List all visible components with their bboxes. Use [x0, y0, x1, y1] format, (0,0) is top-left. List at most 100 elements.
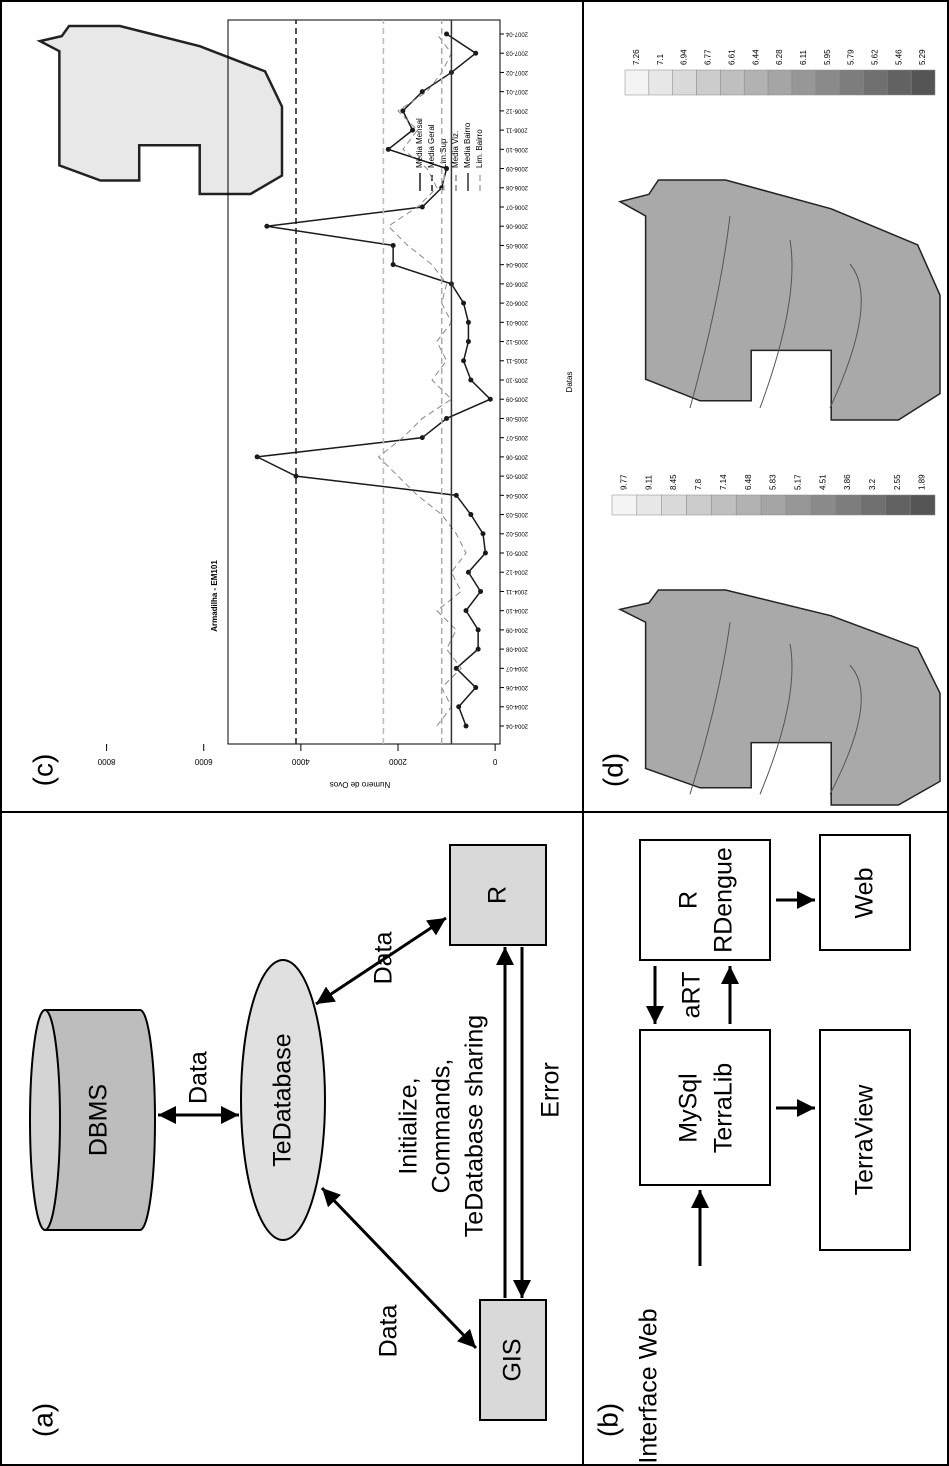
- data-point: [475, 646, 481, 652]
- colorbar-segment: [696, 69, 721, 96]
- data-point: [463, 608, 469, 614]
- x-tick-label: 2005-09: [505, 396, 528, 402]
- link-label: aRT: [678, 972, 706, 1019]
- contour: [689, 215, 731, 409]
- data-point: [473, 50, 479, 56]
- gis-node: [479, 1299, 547, 1421]
- colorbar-segment: [711, 494, 737, 516]
- data-point: [293, 473, 299, 479]
- contour: [689, 622, 731, 795]
- data-point: [390, 242, 396, 248]
- node-label: Web: [851, 868, 879, 919]
- x-tick-label: 2006-04: [505, 261, 528, 267]
- arrow: [315, 916, 447, 1006]
- x-tick-label: 2007-03: [505, 50, 528, 56]
- colorbar-segment: [760, 494, 787, 516]
- colorbar-label: 7.8: [694, 478, 703, 490]
- colorbar-segment: [863, 69, 888, 96]
- colorbar-segment: [672, 69, 697, 96]
- data-point: [264, 223, 270, 229]
- colorbar-label: 5.83: [769, 474, 778, 490]
- colorbar-segment: [767, 69, 793, 96]
- dbms-cylinder-top: [29, 1009, 61, 1231]
- data-point: [390, 262, 396, 268]
- colorbar-label: 6.48: [744, 474, 753, 490]
- data-point: [456, 704, 462, 710]
- y-tick-label: 4000: [291, 757, 309, 766]
- colorbar-segment: [887, 69, 912, 96]
- colorbar-label: 6.11: [799, 49, 808, 65]
- data-point: [444, 166, 450, 172]
- contour: [829, 664, 862, 795]
- colorbar-segment: [910, 69, 936, 96]
- data-point: [419, 435, 425, 441]
- colorbar-segment: [785, 494, 812, 516]
- x-tick-label: 2006-02: [505, 300, 528, 306]
- surface-map: [617, 589, 941, 806]
- x-tick-label: 2005-03: [505, 511, 528, 517]
- colorbar-segment: [735, 494, 762, 516]
- colorbar-segment: [743, 69, 769, 96]
- colorbar-label: 6.77: [704, 49, 713, 65]
- colorbar-segment: [648, 69, 673, 96]
- x-tick-label: 2006-05: [505, 242, 528, 248]
- x-tick-label: 2005-10: [505, 376, 528, 382]
- colorbar-label: 7.14: [719, 474, 728, 490]
- surface-map: [617, 179, 941, 421]
- x-tick-label: 2005-07: [505, 434, 528, 440]
- edge-label: Data: [185, 1051, 213, 1104]
- x-tick-label: 2007-02: [505, 69, 528, 75]
- data-point: [400, 108, 406, 114]
- contour: [829, 263, 862, 409]
- y-tick-label: 2000: [389, 757, 407, 766]
- legend-label: Lim.Sup: [439, 138, 448, 168]
- data-point: [419, 89, 425, 95]
- x-tick-label: 2005-11: [505, 357, 527, 363]
- colorbar-label: 5.95: [823, 49, 832, 65]
- data-point: [453, 492, 459, 498]
- data-line: [377, 33, 467, 727]
- colorbar-segment: [839, 69, 864, 96]
- data-point: [444, 31, 450, 37]
- legend-label: Media Viz.: [451, 131, 460, 168]
- colorbar-segment: [686, 494, 712, 516]
- data-point: [465, 319, 471, 325]
- data-point: [385, 146, 391, 152]
- colorbar-segment: [885, 494, 911, 516]
- legend-label: Lim. Bairro: [475, 129, 484, 168]
- x-tick-label: 2004-04: [505, 722, 528, 728]
- x-tick-label: 2007-01: [505, 88, 528, 94]
- legend-label: Media Bairro: [463, 122, 472, 168]
- node-label: GIS: [499, 1338, 527, 1381]
- data-point: [410, 127, 416, 133]
- colorbar-segment: [720, 69, 745, 96]
- colorbar-label: 5.79: [847, 49, 856, 65]
- mysql-node: [639, 1029, 771, 1186]
- x-tick-label: 2004-06: [505, 684, 528, 690]
- x-tick-label: 2006-08: [505, 184, 528, 190]
- dbms-cylinder: [45, 1009, 156, 1231]
- colorbar-label: 4.51: [818, 474, 827, 490]
- data-point: [254, 454, 260, 460]
- panel-label: (a): [27, 1403, 58, 1437]
- colorbar-label: 6.28: [775, 49, 784, 65]
- colorbar-segment: [661, 494, 687, 516]
- x-tick-label: 2004-12: [505, 569, 528, 575]
- data-point: [444, 415, 450, 421]
- contour: [759, 643, 793, 795]
- data-point: [482, 550, 488, 556]
- data-point: [478, 588, 484, 594]
- data-point: [461, 300, 467, 306]
- y-axis-label: Numero de Ovos: [330, 780, 390, 789]
- colorbar-segment: [860, 494, 886, 516]
- x-axis-label: Datas: [565, 372, 574, 393]
- node-label: TerraLib: [710, 1063, 738, 1153]
- x-tick-label: 2005-08: [505, 415, 528, 421]
- x-tick-label: 2005-12: [505, 338, 528, 344]
- data-point: [439, 185, 445, 191]
- colorbar-label: 7.1: [656, 53, 665, 65]
- x-tick-label: 2006-09: [505, 165, 528, 171]
- r-node: [639, 839, 771, 961]
- data-point: [461, 358, 467, 364]
